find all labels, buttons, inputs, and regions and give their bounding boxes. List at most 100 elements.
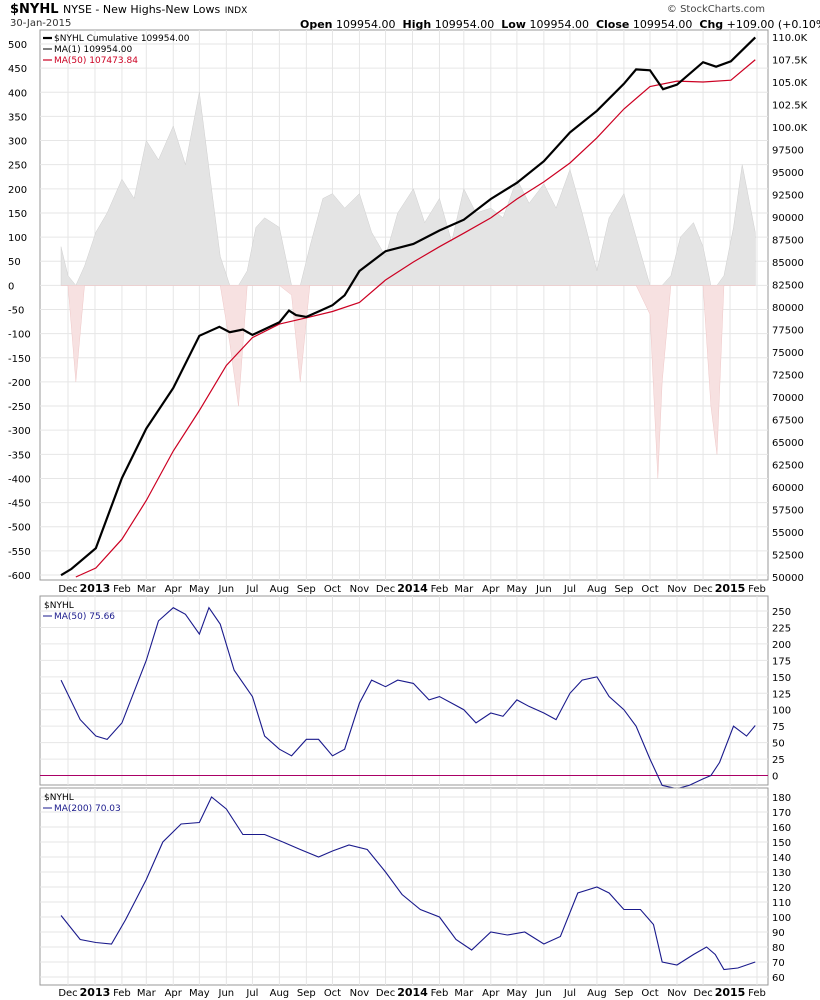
right-tick-label: 55000 [772,528,804,539]
legend-item: $NYHL [44,793,74,803]
right-tick-label: 250 [772,607,791,618]
right-tick-label: 92500 [772,191,804,202]
right-tick-label: 70000 [772,393,804,404]
right-tick-label: 97500 [772,146,804,157]
left-tick-label: 450 [8,64,27,75]
x-axis-top: Dec 2013 Feb Mar Apr May Jun Jul Aug Sep Oct Nov Dec… [58,582,766,595]
left-tick-label: 300 [8,137,27,148]
x-tick-label: Dec [376,988,395,999]
right-tick-label: 175 [772,656,791,667]
ma50-indicator-line [60,606,756,790]
left-tick-label: -250 [8,402,31,413]
right-tick-label: 90000 [772,213,804,224]
left-tick-label: 150 [8,209,27,220]
x-tick-label: Feb [113,584,131,595]
x-tick-label: Aug [270,988,290,999]
right-tick-label: 60 [772,973,785,984]
x-tick-label: Dec [693,584,712,595]
chart-symbol: $NYHL NYSE - New Highs-New Lows INDX [10,2,247,17]
close-value: 109954.00 [632,18,693,31]
panel-3: 180 170 160 150 140 130 120 110 100 90 80 70 60 $NYHL… [39,787,791,986]
right-tick-label: 60000 [772,483,804,494]
right-tick-label: 100 [772,706,791,717]
left-tick-label: 500 [8,40,27,51]
right-tick-label: 107.5K [772,56,808,67]
open-label: Open [300,18,333,31]
x-tick-label: Sep [297,988,316,999]
symbol-description: NYSE - New Highs-New Lows [63,3,221,16]
close-label: Close [595,18,630,31]
x-tick-label: Dec [58,988,77,999]
right-tick-label: 120 [772,883,791,894]
legend-item: $NYHL [44,601,74,611]
x-tick-label: May [189,988,210,999]
right-tick-label: 95000 [772,168,804,179]
open-value: 109954.00 [336,18,396,31]
left-tick-label: -300 [8,426,31,437]
x-tick-label: 2014 [397,582,428,595]
cumulative-line [60,36,757,577]
chg-label: Chg [699,18,724,31]
panel-2: 2502252001751501251007550250$NYHLMA(50) … [39,595,791,790]
symbol-type-tag: INDX [224,6,248,16]
x-tick-label: Mar [454,988,474,999]
histogram-positive-area [60,92,756,286]
x-tick-label: Jul [245,988,258,999]
panel-frame [39,595,769,786]
left-tick-label: -150 [8,354,31,365]
right-tick-label: 25 [772,755,785,766]
x-tick-label: Sep [297,584,316,595]
legend-item: MA(50) 107473.84 [54,56,138,66]
left-tick-label: -50 [8,306,24,317]
x-tick-label: Apr [482,584,500,595]
x-tick-label: Jul [245,584,258,595]
x-tick-label: May [189,584,210,595]
right-tick-label: 70 [772,958,785,969]
right-tick-label: 85000 [772,258,804,269]
x-tick-label: Oct [324,584,341,595]
right-tick-label: 65000 [772,438,804,449]
right-tick-label: 77500 [772,326,804,337]
histogram-negative-area [61,285,756,479]
x-tick-label: Mar [454,584,474,595]
right-tick-label: 102.5K [772,101,808,112]
right-tick-label: 0 [772,772,778,783]
left-tick-label: -450 [8,499,31,510]
x-tick-label: 2015 [715,582,746,595]
left-tick-label: -400 [8,474,31,485]
right-tick-label: 140 [772,853,791,864]
x-tick-label: Dec [376,584,395,595]
ma50-line [75,59,756,578]
x-tick-label: Dec [58,584,77,595]
x-tick-label: Dec [693,988,712,999]
right-tick-label: 150 [772,838,791,849]
high-value: 109954.00 [434,18,495,31]
x-tick-label: Oct [641,584,658,595]
x-axis-bottom: Dec 2013 Feb Mar Apr May Jun Jul Aug Sep Oct Nov Dec… [58,986,766,999]
x-tick-label: Oct [641,988,658,999]
x-tick-label: Jun [535,988,552,999]
chg-value: +109.00 (+0.10%) [726,18,820,31]
symbol-text: $NYHL [10,2,59,17]
right-tick-label: 180 [772,793,791,804]
x-tick-label: Mar [137,584,157,595]
x-tick-label: Jun [535,584,552,595]
right-tick-label: 75000 [772,348,804,359]
right-tick-label: 62500 [772,461,804,472]
x-tick-label: Sep [614,584,633,595]
right-tick-label: 130 [772,868,791,879]
x-tick-label: Mar [137,988,157,999]
x-tick-label: Aug [587,584,607,595]
left-tick-label: 50 [8,257,21,268]
left-tick-label: 250 [8,161,27,172]
left-tick-label: 100 [8,233,27,244]
left-tick-label: 350 [8,112,27,123]
legend-item: $NYHL Cumulative 109954.00 [54,34,190,44]
low-value: 109954.00 [529,18,589,31]
left-tick-label: -550 [8,547,31,558]
x-tick-label: Feb [748,988,766,999]
right-tick-label: 125 [772,689,791,700]
x-tick-label: Feb [113,988,131,999]
right-tick-label: 200 [772,640,791,651]
right-tick-label: 110 [772,898,791,909]
